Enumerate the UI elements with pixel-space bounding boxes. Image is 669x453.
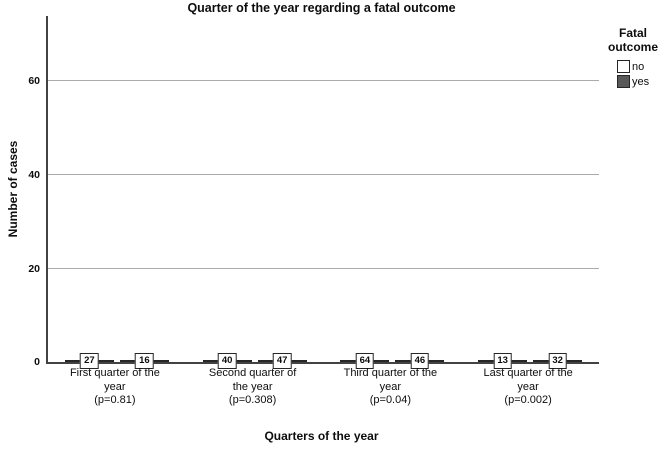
bar-group: 13 32 (478, 353, 583, 369)
bar-group: 27 16 (64, 353, 169, 369)
x-axis-title: Quarters of the year (264, 429, 379, 443)
bar-no: 27 (64, 353, 114, 369)
bar-value-label: 32 (548, 353, 567, 369)
bar-no: 64 (340, 353, 390, 369)
bar-value-label: 27 (80, 353, 99, 369)
gridline (48, 80, 599, 82)
x-tick-label: First quarter of the year (p=0.81) (69, 367, 160, 406)
chart-title: Quarter of the year regarding a fatal ou… (187, 1, 456, 15)
gridline (48, 173, 599, 175)
bar-value-label: 47 (272, 353, 292, 369)
bar-value-label: 46 (410, 353, 430, 369)
legend-entries: no yes (597, 59, 669, 89)
bar-yes: 16 (119, 353, 169, 369)
y-tick-label: 40 (28, 168, 40, 181)
legend-entry-label: no (632, 60, 645, 73)
bar-group: 64 46 (340, 353, 445, 369)
bar-value-label: 64 (355, 353, 375, 369)
y-tick-label: 20 (28, 262, 40, 275)
bar-value-label: 13 (493, 353, 512, 369)
bar-yes: 32 (533, 353, 583, 369)
bar-no: 40 (202, 353, 252, 369)
legend: Fatal outcome no yes (597, 26, 669, 89)
plot-area: 27 16 40 47 64 46 13 32 (46, 16, 599, 369)
bar-no: 13 (478, 353, 528, 369)
legend-swatch (617, 60, 630, 73)
y-axis-ticks: 0 20 40 60 (0, 16, 40, 368)
x-tick-label: Second quarter of the year (p=0.308) (208, 367, 297, 406)
bar-value-label: 16 (135, 353, 154, 369)
x-tick-label: Last quarter of the year (p=0.002) (483, 367, 573, 406)
bar-groups: 27 16 40 47 64 46 13 32 (48, 16, 599, 369)
legend-title: Fatal outcome (607, 26, 658, 54)
legend-entry: yes (617, 74, 669, 89)
legend-entry: no (617, 59, 669, 74)
gridline (48, 267, 599, 269)
x-axis-labels: First quarter of the year (p=0.81) Second q… (46, 367, 597, 408)
bar-yes: 47 (257, 353, 307, 369)
legend-entry-label: yes (632, 75, 650, 88)
x-tick-label: Third quarter of the year (p=0.04) (343, 367, 438, 406)
legend-swatch (617, 75, 630, 88)
bar-group: 40 47 (202, 353, 307, 369)
bar-yes: 46 (395, 353, 445, 369)
y-tick-label: 0 (34, 356, 40, 368)
bar-value-label: 40 (217, 353, 237, 369)
y-tick-label: 60 (28, 75, 40, 88)
